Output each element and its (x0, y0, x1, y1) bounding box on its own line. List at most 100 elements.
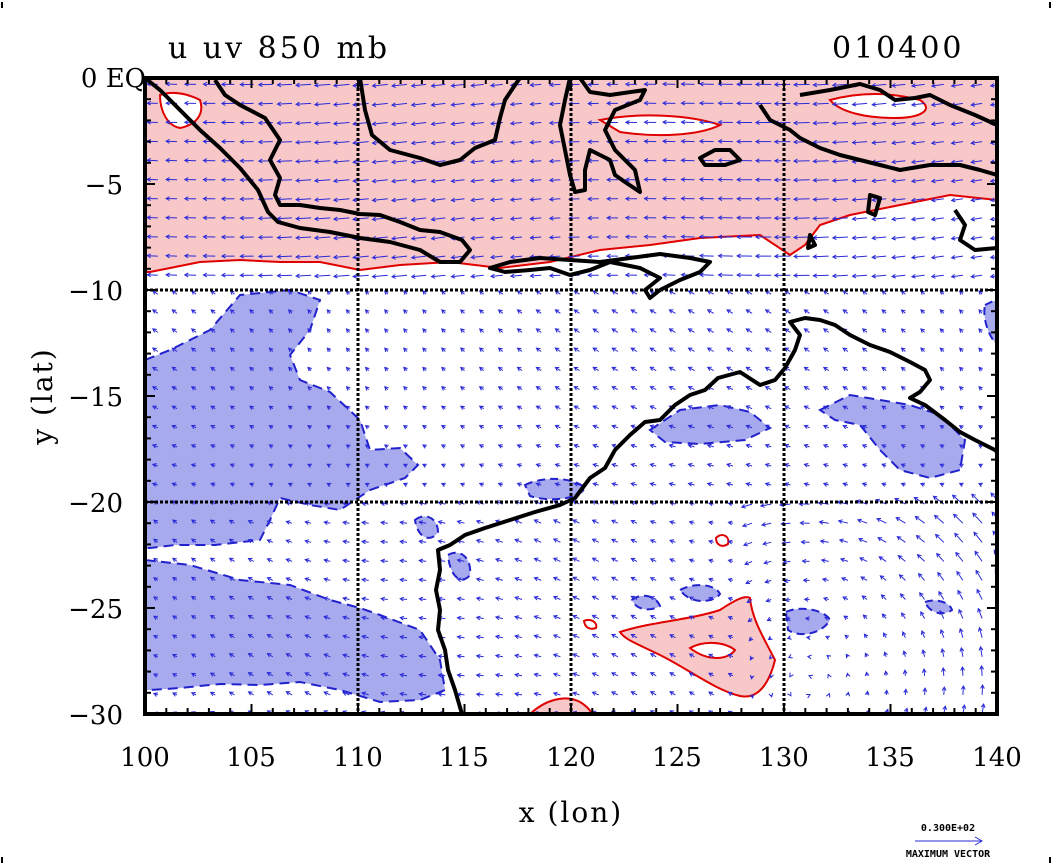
positive-shade-bottom (528, 697, 594, 714)
wind-vector (726, 309, 734, 314)
wind-vector (151, 347, 159, 352)
wind-vector (202, 120, 216, 125)
wind-vector (669, 653, 676, 658)
wind-vector (229, 366, 235, 372)
wind-vector (840, 577, 849, 582)
wind-vector (917, 572, 925, 581)
wind-vector (630, 595, 638, 601)
wind-vector (266, 653, 274, 658)
wind-vector (516, 444, 523, 449)
wind-vector (390, 254, 408, 260)
wind-vector (165, 158, 178, 163)
wind-vector (403, 385, 408, 391)
wind-vector (171, 463, 178, 468)
wind-vector (345, 463, 351, 468)
wind-vector (489, 273, 503, 279)
wind-vector (879, 575, 887, 581)
wind-vector (332, 140, 350, 145)
wind-vector (470, 254, 484, 260)
wind-vector (831, 273, 848, 279)
wind-vector (516, 405, 523, 410)
wind-vector (533, 576, 542, 582)
wind-vector (475, 653, 484, 659)
wind-vector (698, 119, 714, 125)
wind-vector (822, 463, 829, 468)
wind-vector (572, 672, 580, 677)
wind-vector (587, 82, 599, 87)
wind-vector (842, 424, 849, 430)
wind-vector (266, 577, 274, 582)
wind-vector (172, 596, 178, 601)
wind-vector (950, 274, 963, 279)
wind-vector (295, 139, 312, 145)
wind-vector (133, 387, 138, 390)
wind-vector (708, 558, 714, 564)
wind-vector (383, 444, 389, 449)
x-tick-105: 105 (226, 743, 276, 773)
wind-vector (649, 539, 657, 544)
wind-vector (352, 102, 369, 107)
wind-vector (268, 328, 274, 333)
wind-vector (687, 462, 695, 468)
wind-vector (851, 197, 868, 203)
wind-vector (825, 635, 831, 640)
wind-vector (304, 539, 312, 544)
wind-vector (806, 693, 812, 699)
wind-vector (548, 235, 561, 240)
wind-vector (950, 197, 963, 203)
wind-vector (410, 140, 427, 146)
wind-vector (418, 672, 427, 678)
wind-vector (939, 444, 945, 449)
wind-vector (171, 386, 178, 391)
x-tick-130: 130 (759, 743, 809, 773)
wind-vector (610, 653, 619, 658)
wind-vector (478, 482, 484, 487)
wind-vector (819, 539, 829, 544)
wind-vector (649, 424, 657, 429)
wind-vector (726, 443, 734, 449)
wind-vector (842, 405, 849, 410)
wind-vector (831, 139, 848, 145)
wind-vector (891, 197, 906, 203)
wind-vector (497, 366, 504, 372)
wind-vector (266, 691, 274, 696)
wind-vector (133, 425, 138, 429)
wind-vector (900, 463, 906, 468)
wind-vector (210, 405, 216, 410)
wind-vector (135, 636, 139, 640)
wind-vector (380, 691, 388, 697)
wind-vector (535, 347, 542, 352)
wind-vector (572, 519, 580, 524)
positive-contour-small-2 (582, 618, 598, 630)
wind-vector (745, 462, 753, 468)
wind-vector (881, 482, 887, 487)
wind-vector (851, 273, 868, 279)
wind-vector (247, 576, 254, 582)
coastline-small-2 (806, 233, 817, 250)
wind-vector (611, 366, 619, 372)
wind-vector (380, 634, 388, 640)
wind-vector (900, 309, 906, 314)
wind-vector (800, 539, 810, 545)
wind-vector (706, 328, 714, 333)
wind-vector (736, 196, 753, 202)
wind-vector (861, 309, 868, 314)
wind-vector (552, 634, 561, 639)
wind-vector (763, 560, 772, 565)
wind-vector (978, 405, 983, 411)
wind-vector (896, 535, 906, 543)
wind-vector (475, 577, 484, 582)
negative-shade-small-7 (923, 599, 954, 615)
wind-vector (266, 539, 273, 544)
wind-vector (858, 537, 868, 543)
wind-vector (190, 519, 197, 524)
wind-vector (529, 273, 542, 279)
wind-vector (891, 235, 906, 241)
wind-vector (970, 178, 983, 184)
wind-vector (727, 691, 734, 697)
wind-vector (475, 673, 484, 678)
wind-vector (380, 615, 388, 621)
wind-vector (958, 627, 964, 638)
wind-vector (410, 197, 427, 203)
wind-vector (418, 634, 427, 640)
